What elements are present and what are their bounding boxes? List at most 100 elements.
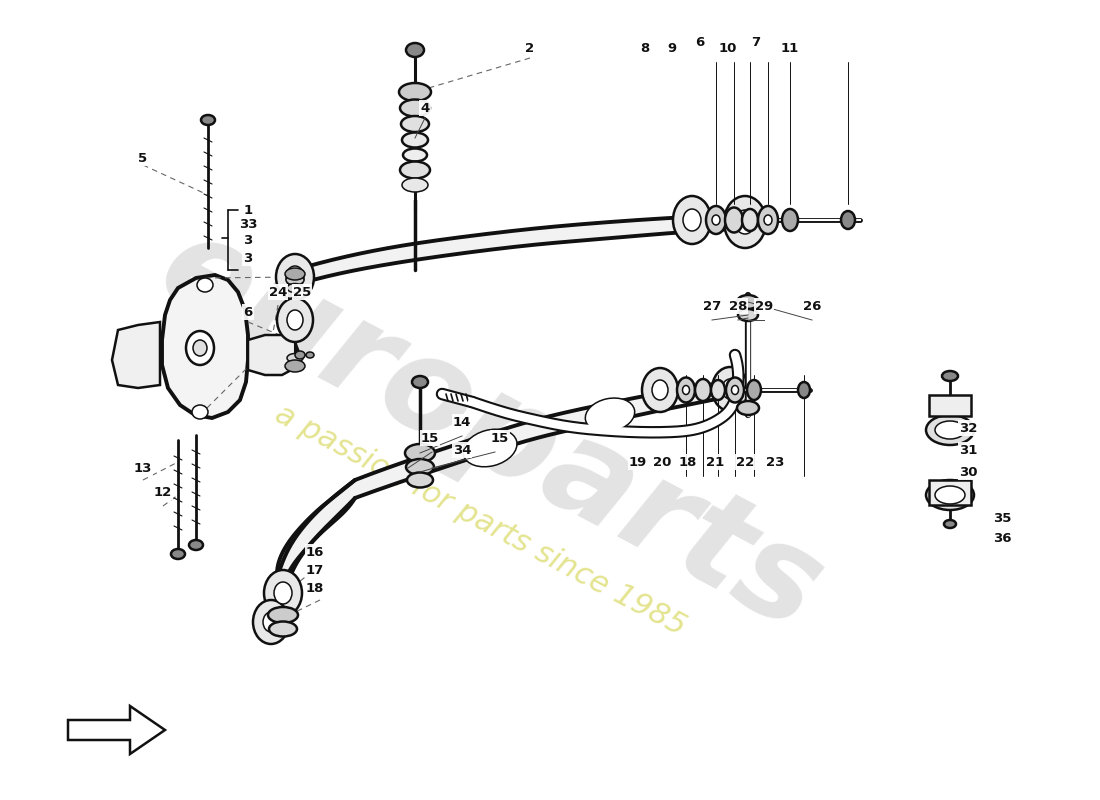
Polygon shape (930, 480, 971, 505)
Text: 13: 13 (134, 462, 152, 474)
Text: 5: 5 (139, 151, 147, 165)
Ellipse shape (758, 206, 778, 234)
Ellipse shape (926, 415, 974, 445)
Ellipse shape (463, 430, 517, 466)
Text: 27: 27 (703, 299, 722, 313)
Ellipse shape (798, 382, 810, 398)
Text: europarts: europarts (138, 202, 842, 658)
Ellipse shape (402, 133, 428, 147)
Ellipse shape (738, 309, 758, 321)
Ellipse shape (306, 352, 313, 358)
Text: 18: 18 (679, 455, 697, 469)
Ellipse shape (189, 540, 204, 550)
Ellipse shape (406, 43, 424, 57)
Ellipse shape (402, 116, 429, 132)
Ellipse shape (726, 378, 744, 402)
Ellipse shape (737, 401, 759, 415)
Ellipse shape (725, 207, 742, 233)
Ellipse shape (286, 266, 304, 288)
Ellipse shape (742, 209, 758, 231)
Text: 10: 10 (718, 42, 737, 54)
Text: 33: 33 (239, 218, 257, 231)
Text: 2: 2 (526, 42, 535, 54)
Text: 28: 28 (729, 299, 747, 313)
Ellipse shape (170, 549, 185, 559)
Ellipse shape (197, 278, 213, 292)
Text: 12: 12 (154, 486, 172, 498)
Text: 31: 31 (959, 443, 977, 457)
Text: 26: 26 (803, 299, 822, 313)
Polygon shape (930, 395, 971, 416)
Text: 19: 19 (629, 455, 647, 469)
Polygon shape (295, 216, 745, 285)
Text: 7: 7 (751, 35, 760, 49)
Polygon shape (68, 706, 165, 754)
Ellipse shape (585, 398, 635, 432)
Text: 14: 14 (453, 415, 471, 429)
Ellipse shape (706, 206, 726, 234)
Ellipse shape (399, 83, 431, 101)
Ellipse shape (935, 421, 965, 439)
Ellipse shape (735, 210, 755, 234)
Ellipse shape (264, 570, 303, 616)
Ellipse shape (285, 268, 305, 280)
Ellipse shape (842, 211, 855, 229)
Text: 17: 17 (306, 563, 324, 577)
Text: 24: 24 (268, 286, 287, 298)
Ellipse shape (285, 360, 305, 372)
Ellipse shape (676, 378, 695, 402)
Ellipse shape (270, 622, 297, 637)
Ellipse shape (712, 215, 720, 225)
Ellipse shape (412, 376, 428, 388)
Ellipse shape (186, 331, 214, 365)
Ellipse shape (942, 371, 958, 381)
Polygon shape (278, 480, 355, 605)
Text: a passion for parts since 1985: a passion for parts since 1985 (270, 399, 691, 641)
Text: 35: 35 (993, 511, 1011, 525)
Ellipse shape (737, 295, 759, 309)
Text: 22: 22 (736, 455, 755, 469)
Text: 15: 15 (421, 431, 439, 445)
Ellipse shape (201, 115, 214, 125)
Text: 34: 34 (453, 443, 471, 457)
Text: 20: 20 (652, 455, 671, 469)
Text: 36: 36 (992, 531, 1011, 545)
Ellipse shape (926, 480, 974, 510)
Ellipse shape (192, 405, 208, 419)
Text: 16: 16 (306, 546, 324, 558)
Text: 15: 15 (491, 431, 509, 445)
Ellipse shape (277, 298, 313, 342)
Ellipse shape (268, 607, 298, 623)
Ellipse shape (263, 612, 279, 632)
Text: 3: 3 (243, 251, 253, 265)
Ellipse shape (287, 283, 303, 293)
Polygon shape (248, 335, 300, 375)
Text: 3: 3 (243, 234, 253, 246)
Ellipse shape (732, 386, 738, 394)
Ellipse shape (400, 99, 430, 117)
Ellipse shape (724, 196, 766, 248)
Text: 23: 23 (766, 455, 784, 469)
Ellipse shape (722, 379, 738, 399)
Ellipse shape (286, 275, 304, 285)
Ellipse shape (276, 254, 314, 300)
Text: 9: 9 (668, 42, 676, 54)
Ellipse shape (944, 520, 956, 528)
Ellipse shape (764, 215, 772, 225)
Text: 30: 30 (959, 466, 977, 478)
Ellipse shape (295, 351, 305, 359)
Ellipse shape (287, 354, 303, 362)
Ellipse shape (402, 178, 428, 192)
Polygon shape (162, 275, 248, 418)
Ellipse shape (682, 386, 690, 394)
Text: 6: 6 (243, 306, 253, 318)
Ellipse shape (695, 379, 711, 401)
Text: 21: 21 (706, 455, 724, 469)
Ellipse shape (782, 209, 797, 231)
Polygon shape (270, 480, 355, 630)
Text: 8: 8 (640, 42, 650, 54)
Polygon shape (355, 382, 730, 498)
Ellipse shape (403, 149, 427, 162)
Ellipse shape (747, 380, 761, 400)
Ellipse shape (652, 380, 668, 400)
